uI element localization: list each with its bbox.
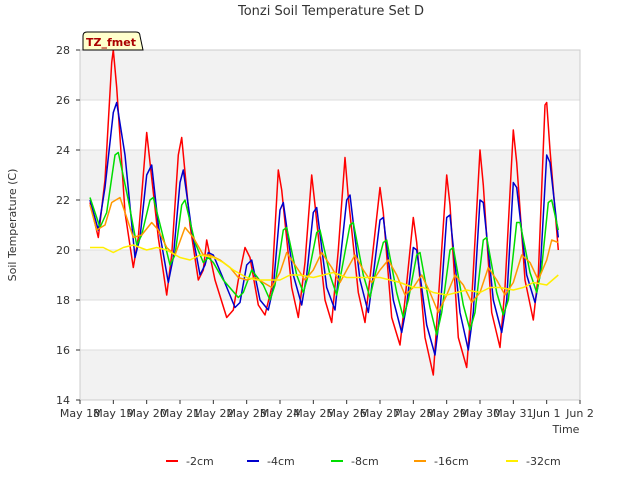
x-tick-label: May 27	[360, 407, 400, 420]
annotation-box: TZ_fmet	[82, 31, 144, 51]
legend-label: -32cm	[526, 455, 561, 468]
x-tick-label: May 18	[60, 407, 100, 420]
y-axis-label: Soil Temperature (C)	[6, 169, 19, 282]
y-tick-label: 18	[56, 294, 70, 307]
grid-band	[80, 350, 580, 400]
series-lines	[89, 49, 560, 376]
x-tick-label: May 22	[193, 407, 233, 420]
x-tick-label: May 21	[160, 407, 200, 420]
y-tick-label: 20	[56, 244, 70, 257]
x-tick-label: May 29	[427, 407, 467, 420]
x-tick-label: May 26	[327, 407, 367, 420]
x-tick-label: May 28	[393, 407, 433, 420]
legend-label: -16cm	[434, 455, 469, 468]
grid-band	[80, 150, 580, 200]
x-axis-label: Time	[552, 423, 580, 436]
y-axis-ticks: 14 16 18 20 22 24 26 28	[56, 44, 80, 407]
grid-band	[80, 100, 580, 150]
legend: -2cm -4cm -8cm -16cm -32cm	[166, 455, 561, 468]
grid-band	[80, 50, 580, 100]
x-tick-label: May 25	[293, 407, 333, 420]
grid-band	[80, 300, 580, 350]
series-line-3	[89, 196, 559, 314]
y-tick-label: 26	[56, 94, 70, 107]
chart-title: Tonzi Soil Temperature Set D	[237, 4, 424, 19]
y-tick-label: 24	[56, 144, 70, 157]
plot-frame	[79, 49, 581, 401]
x-tick-label: May 23	[227, 407, 267, 420]
annotation-label: TZ_fmet	[86, 36, 136, 49]
y-tick-label: 14	[56, 394, 70, 407]
x-tick-label: Jun 1	[532, 407, 561, 420]
x-tick-label: May 19	[93, 407, 133, 420]
y-tick-label: 22	[56, 194, 70, 207]
y-tick-label: 28	[56, 44, 70, 57]
legend-label: -8cm	[351, 455, 379, 468]
x-tick-label: May 30	[460, 407, 500, 420]
series-line-0	[89, 49, 560, 376]
series-line-4	[90, 244, 559, 296]
y-tick-label: 16	[56, 344, 70, 357]
x-tick-label: May 24	[260, 407, 300, 420]
series-line-2	[89, 151, 560, 336]
x-tick-label: Jun 2	[565, 407, 594, 420]
legend-label: -2cm	[186, 455, 214, 468]
legend-label: -4cm	[267, 455, 295, 468]
x-tick-label: May 20	[127, 407, 167, 420]
grid-bands	[80, 50, 580, 400]
series-line-1	[89, 101, 560, 356]
x-tick-label: May 31	[493, 407, 533, 420]
